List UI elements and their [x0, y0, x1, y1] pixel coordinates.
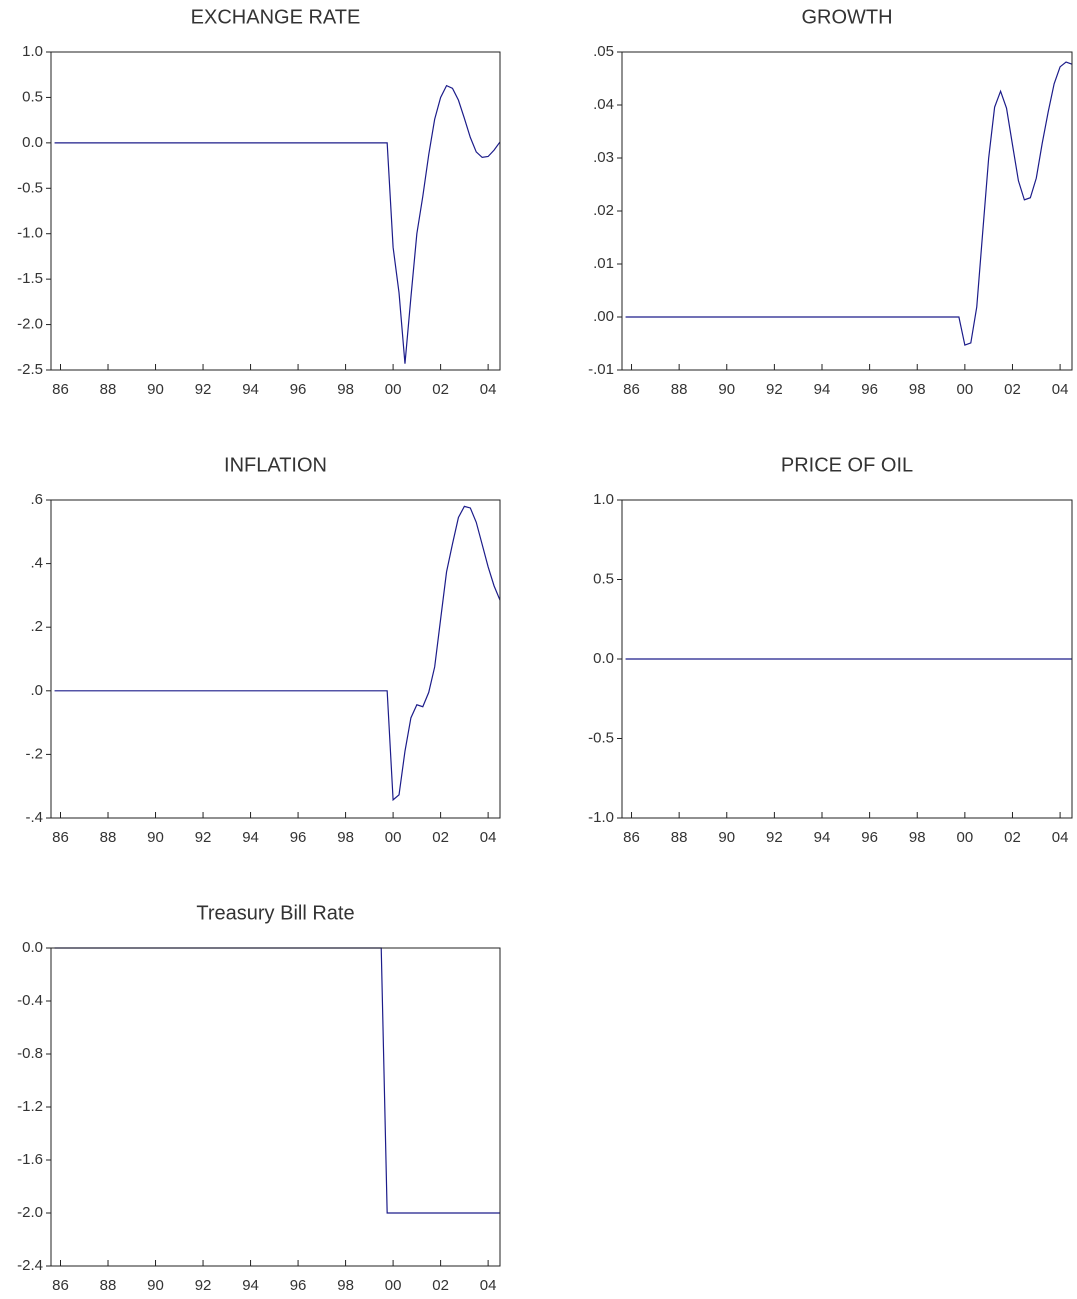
plot-frame — [621, 499, 1073, 819]
y-tick-label: -1.0 — [588, 809, 614, 826]
y-tick-label: .05 — [593, 43, 614, 60]
x-tick-label: 98 — [337, 381, 354, 398]
x-tick-label: 02 — [432, 1277, 449, 1294]
x-tick-label: 96 — [861, 829, 878, 846]
y-tick-label: 1.0 — [593, 491, 614, 508]
y-tick-label: -1.0 — [17, 225, 43, 242]
chart-title: GROWTH — [801, 6, 892, 28]
y-tick-label: -1.5 — [17, 270, 43, 287]
x-tick-label: 86 — [52, 1277, 69, 1294]
x-tick-label: 98 — [909, 381, 926, 398]
x-tick-label: 96 — [290, 829, 307, 846]
y-tick-label: -2.5 — [17, 361, 43, 378]
y-tick-label: -0.4 — [17, 992, 43, 1009]
y-tick-label: -.01 — [588, 361, 614, 378]
x-tick-label: 92 — [766, 381, 783, 398]
x-tick-label: 02 — [1004, 829, 1021, 846]
x-tick-label: 92 — [195, 829, 212, 846]
plot-frame — [50, 51, 501, 371]
y-tick-label: .4 — [30, 555, 43, 572]
plot-frame — [50, 499, 501, 819]
y-tick-label: .0 — [30, 682, 43, 699]
x-tick-label: 86 — [623, 829, 640, 846]
x-tick-label: 04 — [480, 1277, 497, 1294]
x-tick-label: 04 — [480, 381, 497, 398]
x-tick-label: 04 — [1052, 381, 1069, 398]
x-tick-label: 88 — [100, 829, 117, 846]
chart-title: PRICE OF OIL — [781, 454, 913, 476]
data-line — [54, 84, 501, 364]
y-tick-label: -2.4 — [17, 1257, 43, 1274]
y-tick-label: .04 — [593, 96, 614, 113]
x-tick-label: 94 — [242, 1277, 259, 1294]
y-tick-label: -.2 — [25, 745, 43, 762]
x-tick-label: 98 — [337, 1277, 354, 1294]
x-tick-label: 94 — [814, 829, 831, 846]
y-tick-label: 1.0 — [22, 43, 43, 60]
x-tick-label: 90 — [147, 829, 164, 846]
y-tick-label: 0.0 — [22, 939, 43, 956]
y-tick-label: .00 — [593, 308, 614, 325]
x-tick-label: 00 — [385, 829, 402, 846]
x-tick-label: 92 — [195, 381, 212, 398]
x-tick-label: 98 — [337, 829, 354, 846]
plot-frame — [50, 947, 501, 1267]
x-tick-label: 98 — [909, 829, 926, 846]
x-tick-label: 94 — [242, 829, 259, 846]
x-tick-label: 00 — [385, 1277, 402, 1294]
x-tick-label: 00 — [957, 829, 974, 846]
x-tick-label: 88 — [100, 381, 117, 398]
chart-title: Treasury Bill Rate — [196, 902, 354, 924]
y-tick-label: -2.0 — [17, 1204, 43, 1221]
x-tick-label: 04 — [1052, 829, 1069, 846]
x-tick-label: 02 — [432, 829, 449, 846]
x-tick-label: 88 — [100, 1277, 117, 1294]
x-tick-label: 92 — [766, 829, 783, 846]
x-tick-label: 88 — [671, 381, 688, 398]
plot-frame — [621, 51, 1073, 371]
chart-title: EXCHANGE RATE — [191, 6, 361, 28]
x-tick-label: 86 — [52, 829, 69, 846]
y-tick-label: -1.6 — [17, 1151, 43, 1168]
x-tick-label: 02 — [1004, 381, 1021, 398]
y-tick-label: 0.5 — [22, 88, 43, 105]
y-tick-label: .6 — [30, 491, 43, 508]
y-tick-label: -0.5 — [588, 729, 614, 746]
x-tick-label: 90 — [718, 381, 735, 398]
x-tick-label: 94 — [814, 381, 831, 398]
x-tick-label: 92 — [195, 1277, 212, 1294]
y-tick-label: 0.5 — [593, 570, 614, 587]
data-line — [54, 505, 501, 802]
x-tick-label: 96 — [290, 1277, 307, 1294]
y-tick-label: .01 — [593, 255, 614, 272]
x-tick-label: 02 — [432, 381, 449, 398]
x-tick-label: 88 — [671, 829, 688, 846]
data-line — [625, 61, 1073, 346]
y-tick-label: .02 — [593, 202, 614, 219]
y-tick-label: -0.8 — [17, 1045, 43, 1062]
x-tick-label: 86 — [52, 381, 69, 398]
x-tick-label: 00 — [385, 381, 402, 398]
y-tick-label: -2.0 — [17, 316, 43, 333]
y-tick-label: 0.0 — [22, 134, 43, 151]
x-tick-label: 90 — [147, 1277, 164, 1294]
x-tick-label: 90 — [147, 381, 164, 398]
y-tick-label: -1.2 — [17, 1098, 43, 1115]
x-tick-label: 00 — [957, 381, 974, 398]
x-tick-label: 90 — [718, 829, 735, 846]
y-tick-label: .2 — [30, 618, 43, 635]
x-tick-label: 96 — [861, 381, 878, 398]
x-tick-label: 04 — [480, 829, 497, 846]
x-tick-label: 86 — [623, 381, 640, 398]
chart-title: INFLATION — [224, 454, 327, 476]
y-tick-label: .03 — [593, 149, 614, 166]
y-tick-label: -.4 — [25, 809, 43, 826]
x-tick-label: 94 — [242, 381, 259, 398]
y-tick-label: 0.0 — [593, 650, 614, 667]
x-tick-label: 96 — [290, 381, 307, 398]
y-tick-label: -0.5 — [17, 179, 43, 196]
data-line — [54, 947, 500, 1214]
